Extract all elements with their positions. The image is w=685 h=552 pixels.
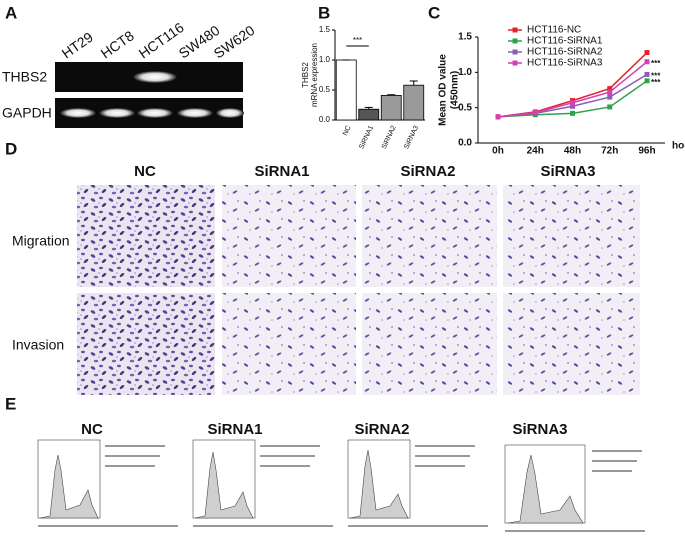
legend-marker	[512, 60, 518, 66]
bar	[380, 95, 402, 121]
point	[495, 114, 501, 120]
y-axis-label: THBS2	[301, 62, 310, 88]
x-tick-label: SiRNA1	[358, 125, 375, 151]
column-title: SiRNA3	[540, 163, 595, 180]
x-tick-label: 0h	[492, 146, 504, 157]
annotation: ***	[651, 59, 661, 68]
legend-label: HCT116-SiRNA1	[527, 36, 603, 47]
y-tick-label: 1.5	[319, 25, 331, 34]
point	[570, 100, 575, 106]
y-tick-label: 0.5	[458, 102, 472, 113]
legend-marker	[512, 49, 518, 55]
panel-letter: D	[5, 139, 17, 158]
point	[607, 104, 613, 110]
row-label: GAPDH	[2, 105, 52, 121]
legend-label: HCT116-SiRNA3	[527, 58, 603, 69]
row-label: THBS2	[2, 69, 47, 85]
point	[532, 110, 538, 116]
y-axis-label: mRNA expression	[310, 43, 319, 107]
legend-label: HCT116-SiRNA2	[527, 47, 603, 58]
error-bar	[364, 106, 373, 110]
y-tick-label: 0.0	[319, 115, 331, 124]
y-tick-label: 1.0	[458, 67, 472, 78]
x-tick-label: 72h	[601, 146, 618, 157]
y-axis-label: Mean OD value	[438, 54, 449, 126]
point	[570, 110, 575, 116]
row-label: Invasion	[12, 337, 64, 353]
panel-letter: C	[428, 3, 440, 22]
column-title: SiRNA2	[400, 163, 455, 180]
microscopy-grid	[77, 185, 640, 395]
point	[570, 103, 575, 109]
panel-letter: B	[318, 3, 330, 22]
annotation: ***	[651, 72, 661, 81]
x-tick-label: SiRNA2	[381, 125, 398, 151]
lane-label: SW620	[211, 22, 258, 62]
y-tick-label: 1.0	[319, 55, 331, 64]
y-tick-label: 0.0	[458, 138, 472, 149]
point	[607, 86, 613, 92]
bar	[358, 108, 380, 121]
x-tick-label: SiRNA3	[403, 125, 420, 151]
x-tick-label: 48h	[564, 146, 581, 157]
point	[607, 94, 613, 100]
legend-label: HCT116-NC	[527, 25, 581, 36]
annotation: ***	[651, 78, 661, 87]
point	[644, 71, 650, 77]
row-label: Migration	[12, 233, 70, 249]
gel-band	[133, 71, 177, 83]
point	[644, 50, 650, 56]
lane-label: HT29	[59, 29, 96, 62]
annotation: ***	[353, 36, 362, 45]
legend-marker	[512, 27, 518, 33]
bar	[403, 84, 425, 121]
legend-marker	[512, 38, 518, 44]
point	[644, 59, 650, 65]
histogram-title: SiRNA1	[207, 421, 262, 438]
error-bar	[387, 94, 396, 96]
flow-histograms	[37, 439, 586, 524]
point	[607, 89, 613, 95]
x-tick-label: 96h	[638, 146, 655, 157]
flow-stats	[38, 445, 645, 532]
histogram-title: SiRNA3	[512, 421, 567, 438]
y-tick-label: 1.5	[458, 32, 472, 43]
histogram-title: NC	[81, 421, 103, 438]
column-title: NC	[134, 163, 156, 180]
point	[644, 78, 650, 84]
histogram-title: SiRNA2	[354, 421, 409, 438]
panel-letter: A	[5, 3, 17, 22]
error-bar	[409, 80, 418, 86]
column-title: SiRNA1	[254, 163, 309, 180]
x-tick-label: NC	[342, 125, 353, 137]
bar	[335, 59, 357, 121]
x-tick-label: 24h	[527, 146, 544, 157]
gapdh-bands	[60, 108, 244, 118]
lane-label: HCT8	[98, 27, 137, 61]
panel-letter: E	[5, 394, 16, 413]
x-axis-label: hours	[672, 141, 685, 152]
y-tick-label: 0.5	[319, 85, 331, 94]
y-axis-label: (450nm)	[450, 71, 461, 109]
